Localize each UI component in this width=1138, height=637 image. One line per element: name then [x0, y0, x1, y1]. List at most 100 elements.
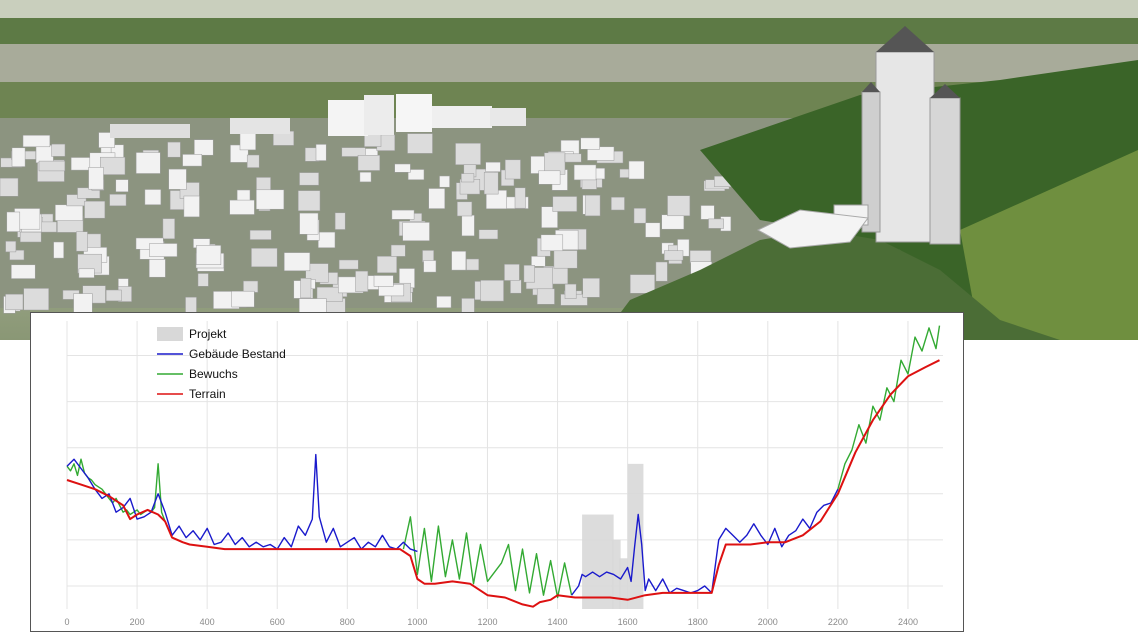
city-building	[611, 196, 625, 211]
city-building	[504, 264, 520, 281]
city-building	[162, 218, 175, 240]
city-building	[451, 251, 467, 271]
city-building	[580, 137, 600, 150]
city-building	[109, 194, 127, 207]
city-building	[300, 278, 312, 299]
city-building	[564, 283, 577, 299]
chart-legend: Projekt Gebäude Bestand Bewuchs Terrain	[157, 327, 286, 401]
city-building	[88, 167, 104, 190]
legend-label: Terrain	[189, 387, 226, 401]
city-building	[11, 147, 26, 167]
city-building	[194, 139, 214, 156]
city-building	[428, 188, 446, 209]
city-building	[355, 270, 369, 292]
city-building	[168, 168, 187, 190]
projekt-block	[582, 514, 614, 609]
city-building	[541, 206, 558, 228]
city-building	[243, 280, 259, 293]
city-building	[299, 212, 319, 235]
city-building	[23, 288, 49, 311]
city-building	[66, 194, 87, 207]
city-building	[628, 160, 645, 180]
x-tick-label: 2200	[828, 617, 848, 627]
city-building	[246, 154, 260, 168]
x-tick-label: 1600	[618, 617, 638, 627]
tick-labels: 0 200 400 600 800 1000 1200 1400 1600 1800 2000 220…	[64, 617, 918, 627]
city-building	[144, 189, 162, 205]
city-building	[231, 290, 255, 308]
city-building	[407, 169, 425, 180]
city-building	[552, 196, 578, 212]
x-tick-label: 1000	[407, 617, 427, 627]
x-tick-label: 1200	[477, 617, 497, 627]
x-tick-label: 1400	[548, 617, 568, 627]
city-building	[708, 218, 724, 229]
city-building	[483, 172, 499, 195]
city-building	[51, 143, 66, 157]
city-building	[485, 161, 501, 172]
city-building	[84, 200, 106, 219]
city-building	[629, 274, 655, 294]
city-building	[182, 154, 203, 167]
city-building	[196, 245, 222, 265]
city-building	[664, 250, 684, 261]
city-building	[5, 293, 24, 311]
city-building	[148, 259, 166, 278]
city-building	[455, 143, 481, 165]
city-building	[299, 172, 319, 186]
city-building	[667, 195, 691, 217]
city-building	[407, 133, 433, 154]
city-building	[466, 258, 480, 271]
city-building	[391, 209, 415, 220]
city-building	[504, 159, 521, 180]
city-building	[22, 135, 51, 148]
city-building	[76, 231, 88, 252]
x-tick-label: 1800	[688, 617, 708, 627]
city-building	[334, 212, 346, 230]
city-building	[105, 289, 122, 302]
series-line-bewuchs	[837, 325, 941, 490]
city-building	[478, 229, 499, 240]
city-building	[564, 153, 582, 163]
city-building	[457, 201, 473, 217]
city-building	[536, 288, 555, 305]
city-building	[390, 244, 406, 257]
city-building	[510, 279, 522, 294]
city-building	[249, 230, 272, 240]
city-building	[436, 296, 452, 308]
city-building	[38, 160, 66, 172]
projekt-block	[618, 558, 628, 609]
series-line-geb-ude-bestand	[66, 453, 418, 553]
city-building	[480, 280, 504, 302]
city-building	[538, 170, 561, 185]
city-building	[523, 265, 535, 283]
city-building	[5, 241, 17, 253]
city-building	[582, 278, 600, 298]
legend-label: Gebäude Bestand	[189, 347, 286, 361]
x-tick-label: 200	[130, 617, 145, 627]
series-lines	[66, 325, 941, 608]
city-building	[655, 261, 668, 282]
x-tick-label: 2400	[898, 617, 918, 627]
city-building	[461, 214, 475, 237]
x-tick-label: 2000	[758, 617, 778, 627]
city-building	[633, 208, 647, 224]
aerial-3d-city-scene	[0, 0, 1138, 340]
city-building	[553, 250, 578, 269]
city-building	[317, 231, 336, 248]
city-building	[283, 252, 311, 272]
city-building	[689, 250, 712, 264]
elevation-profile-chart: 0 200 400 600 800 1000 1200 1400 1600 1800 2000 220…	[30, 312, 964, 632]
city-building	[9, 249, 25, 261]
x-tick-label: 800	[340, 617, 355, 627]
large-building-cluster	[110, 94, 526, 138]
city-building	[423, 260, 437, 273]
city-building	[167, 141, 181, 158]
city-building	[394, 163, 411, 173]
city-building	[197, 273, 209, 287]
city-building	[661, 214, 685, 230]
legend-label: Projekt	[189, 327, 227, 341]
city-building	[229, 199, 255, 215]
city-building	[439, 175, 450, 188]
city-building	[135, 152, 161, 174]
